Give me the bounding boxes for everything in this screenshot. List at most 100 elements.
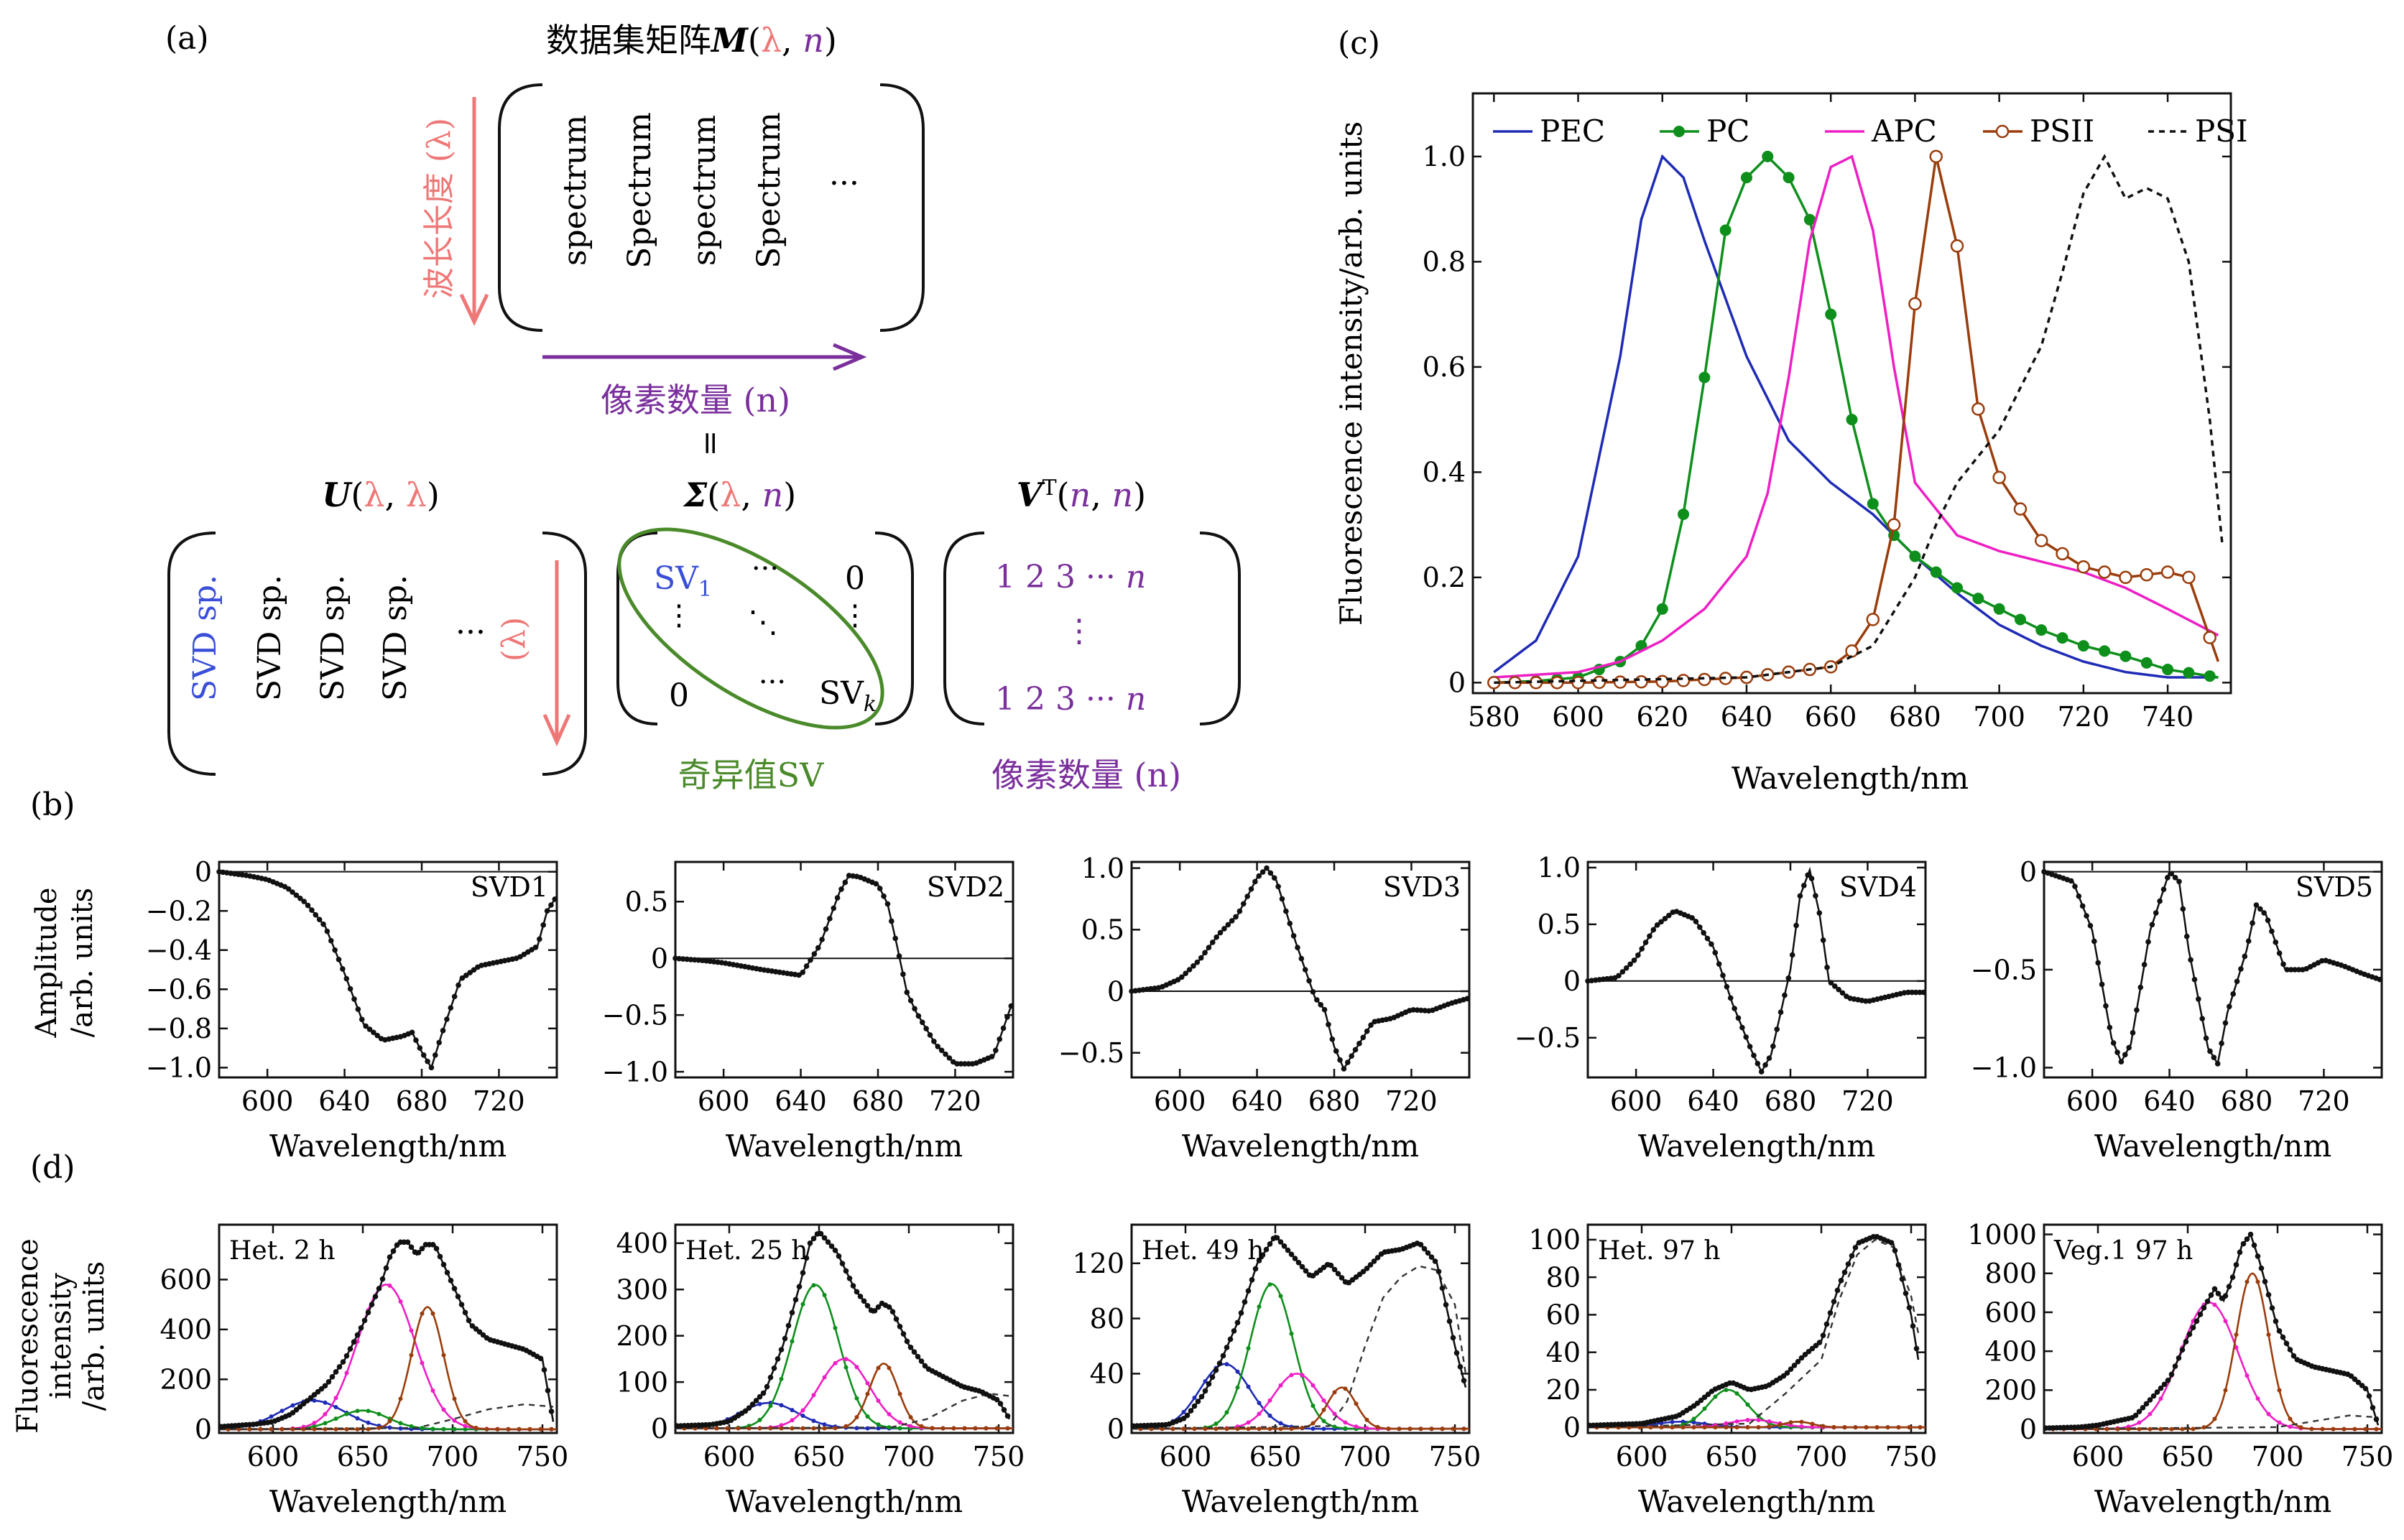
svd-data-point bbox=[305, 902, 311, 909]
sample-title: Veg.1 97 h bbox=[2053, 1236, 2193, 1266]
total-data-point bbox=[1328, 1262, 1334, 1268]
svd-xlabel: Wavelength/nm bbox=[1638, 1128, 1875, 1164]
total-data-point bbox=[767, 1374, 774, 1381]
panel-b-5-xtick-label: 600 bbox=[2066, 1085, 2119, 1117]
svd-title: SVD4 bbox=[1839, 871, 1917, 903]
svd-data-point bbox=[540, 922, 546, 928]
svd-data-point bbox=[1920, 989, 1927, 996]
total-data-point bbox=[1831, 1299, 1837, 1304]
component-point bbox=[1354, 1401, 1359, 1406]
component-point bbox=[1289, 1373, 1294, 1378]
series-psii-point bbox=[2035, 534, 2048, 547]
svd-data-point bbox=[2137, 984, 2144, 991]
legend-pc-label: PC bbox=[1706, 113, 1749, 149]
svd-data-point bbox=[2087, 922, 2094, 929]
matrix-ellipsis: ··· bbox=[829, 165, 859, 202]
total-data-point bbox=[1213, 1367, 1219, 1373]
series-pc-point bbox=[1951, 582, 1964, 594]
total-data-point bbox=[1823, 1321, 1830, 1327]
svd-data-point bbox=[301, 899, 307, 904]
panel-d-4-ytick-label: 60 bbox=[1546, 1299, 1581, 1331]
total-data-point bbox=[915, 1353, 921, 1360]
svd-data-point bbox=[2253, 902, 2260, 908]
component-point bbox=[1874, 1425, 1880, 1430]
total-data-point bbox=[1910, 1323, 1916, 1329]
component-point bbox=[2277, 1420, 2282, 1425]
total-data-point bbox=[2204, 1298, 2211, 1304]
total-data-point bbox=[800, 1270, 806, 1276]
panel-b-3-frame bbox=[1130, 861, 1471, 1079]
svd-data-point bbox=[2222, 1020, 2229, 1026]
total-data-point bbox=[1784, 1370, 1790, 1376]
svd-data-point bbox=[1824, 965, 1830, 970]
total-data-point bbox=[2197, 1312, 2204, 1317]
panel-b-2-ytick-label: −1.0 bbox=[602, 1056, 668, 1087]
total-data-point bbox=[778, 1347, 785, 1353]
total-data-point bbox=[1701, 1394, 1708, 1401]
component-point bbox=[1799, 1419, 1804, 1424]
total-data-point bbox=[351, 1339, 357, 1345]
component-point bbox=[279, 1427, 285, 1432]
svd-data-point bbox=[2110, 1040, 2117, 1046]
total-data-point bbox=[1457, 1364, 1464, 1370]
panel-d-5-ytick-label: 1000 bbox=[1967, 1219, 2037, 1251]
component-point bbox=[2288, 1424, 2293, 1429]
svd-data-point bbox=[2191, 976, 2198, 983]
svd-data-point bbox=[1321, 1006, 1328, 1013]
component-point bbox=[1343, 1386, 1348, 1391]
total-data-point bbox=[448, 1277, 454, 1284]
component-point bbox=[1670, 1425, 1675, 1430]
u-title: U(λ, λ) bbox=[322, 476, 440, 514]
svd-data-point bbox=[2207, 1048, 2213, 1054]
svd-data-point bbox=[1770, 1043, 1776, 1049]
series-psii-point bbox=[1887, 518, 1901, 532]
svd-data-point bbox=[1221, 926, 1227, 932]
u-col-2: SVD sp. bbox=[251, 575, 288, 701]
panel-d-4-ytick-label: 100 bbox=[1528, 1224, 1581, 1256]
svd-data-point bbox=[1619, 969, 1626, 975]
series-psii-point bbox=[1950, 239, 1964, 253]
series-pc-point bbox=[1698, 371, 1711, 384]
total-data-point bbox=[347, 1346, 353, 1352]
panel-c-xlabel: Wavelength/nm bbox=[1732, 761, 1969, 796]
total-data-point bbox=[1285, 1247, 1291, 1253]
component-point bbox=[1224, 1427, 1229, 1432]
total-data-point bbox=[742, 1408, 749, 1414]
total-data-point bbox=[433, 1246, 440, 1252]
total-data-point bbox=[387, 1254, 393, 1260]
component-point bbox=[854, 1365, 859, 1370]
component-point bbox=[876, 1398, 881, 1404]
svd-data-point bbox=[2214, 1061, 2221, 1067]
panel-d-1-xtick-label: 650 bbox=[337, 1441, 389, 1472]
vt-title: VT(n, n) bbox=[1017, 476, 1146, 514]
svd-data-point bbox=[1217, 929, 1224, 936]
svd-data-point bbox=[2183, 933, 2190, 940]
total-data-point bbox=[1816, 1340, 1823, 1345]
total-data-point bbox=[379, 1276, 386, 1282]
component-point bbox=[822, 1293, 827, 1298]
total-data-point bbox=[383, 1265, 389, 1271]
panel-a-label: (a) bbox=[165, 20, 209, 57]
total-data-point bbox=[458, 1302, 465, 1307]
panel-d-4-xtick-label: 600 bbox=[1616, 1441, 1668, 1472]
component-point bbox=[1203, 1427, 1208, 1432]
total-data-point bbox=[1364, 1266, 1370, 1271]
svd-data-point bbox=[2165, 875, 2170, 881]
component-point bbox=[1235, 1385, 1240, 1390]
total-data-point bbox=[807, 1240, 813, 1246]
u-arrowhead bbox=[542, 713, 571, 747]
total-data-point bbox=[1705, 1391, 1711, 1397]
svd-data-point bbox=[1202, 950, 1208, 956]
component-point bbox=[1364, 1417, 1369, 1422]
svd-data-point bbox=[2265, 917, 2271, 924]
total-data-point bbox=[2276, 1328, 2283, 1334]
svd-data-point bbox=[1186, 967, 1193, 973]
svd-data-point bbox=[336, 957, 342, 962]
total-data-point bbox=[308, 1395, 314, 1401]
component-point bbox=[843, 1424, 849, 1429]
panel-b-3-ytick-label: 0 bbox=[1107, 975, 1124, 1007]
svd-xlabel: Wavelength/nm bbox=[1182, 1128, 1419, 1164]
component-point bbox=[1885, 1425, 1890, 1430]
series-psii-point bbox=[1992, 470, 2006, 484]
svd-data-point bbox=[1329, 1036, 1336, 1042]
